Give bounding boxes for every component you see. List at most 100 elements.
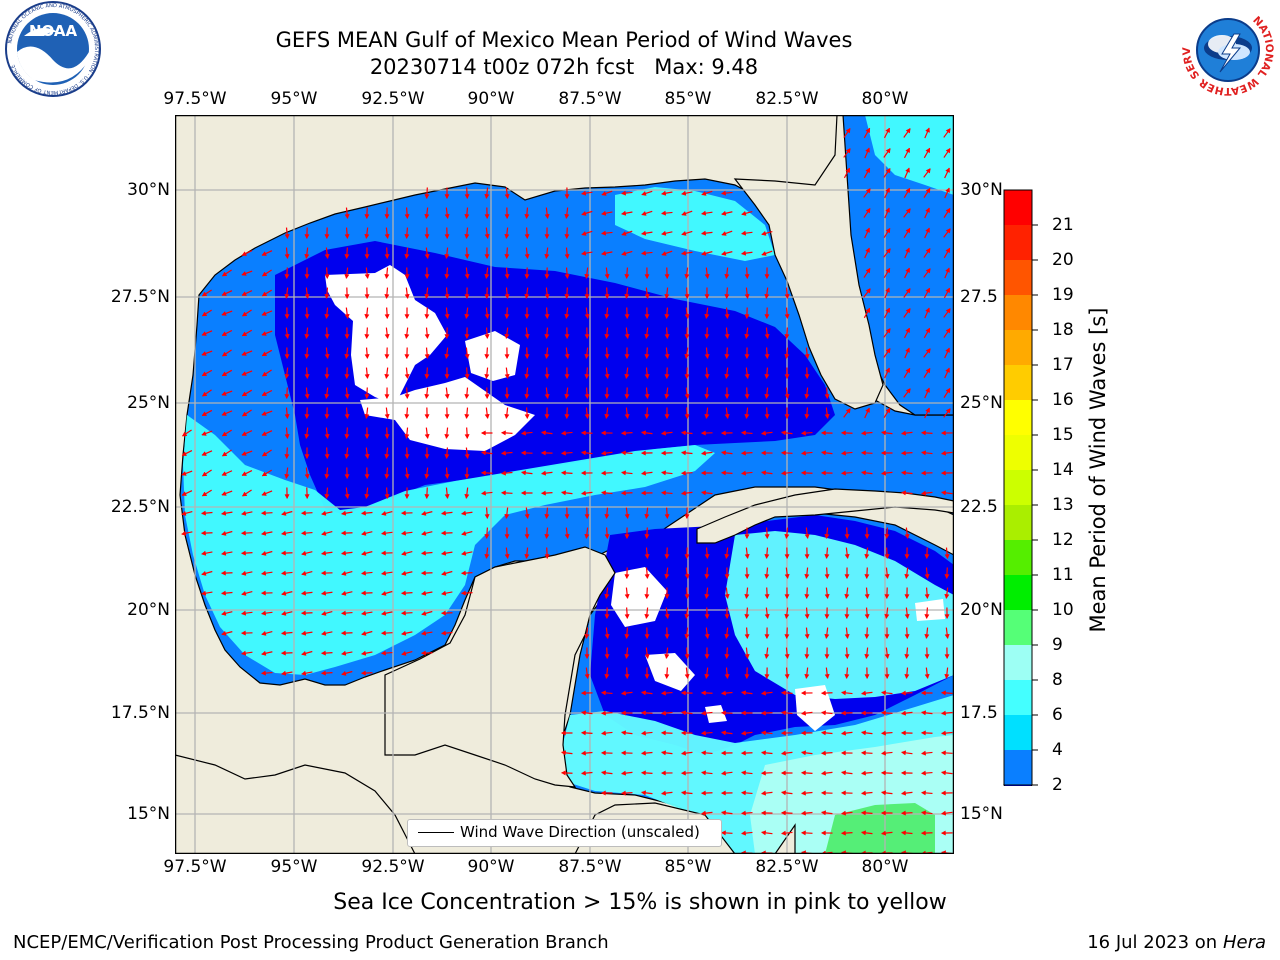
wave-direction-arrow	[923, 248, 931, 258]
colorbar-segment	[1004, 260, 1032, 295]
wave-direction-arrow	[724, 567, 730, 580]
wave-direction-arrow	[824, 567, 830, 580]
wave-direction-arrow	[604, 607, 610, 620]
wave-direction-arrow	[764, 627, 770, 640]
wave-direction-arrow	[761, 730, 773, 736]
wave-direction-arrow	[761, 750, 773, 756]
wave-direction-arrow	[804, 567, 810, 579]
wave-direction-arrow	[863, 207, 871, 218]
wave-direction-arrow	[504, 407, 510, 419]
wave-direction-arrow	[624, 347, 630, 360]
wave-direction-arrow	[284, 327, 290, 339]
wave-direction-arrow	[741, 230, 753, 236]
wave-direction-arrow	[201, 489, 212, 497]
wave-direction-arrow	[221, 530, 233, 536]
wave-direction-arrow	[621, 690, 633, 696]
wave-direction-arrow	[360, 590, 373, 596]
wave-direction-arrow	[261, 650, 273, 656]
wave-direction-arrow	[943, 207, 951, 218]
wave-direction-arrow	[444, 387, 450, 399]
noaa-logo: NOAA NATIONAL OCEANIC AND ATMOSPHERIC AD…	[5, 1, 101, 97]
wave-direction-arrow	[941, 730, 953, 736]
wave-direction-arrow	[740, 810, 753, 816]
wave-direction-arrow	[624, 647, 630, 659]
wave-direction-arrow	[424, 187, 430, 200]
wave-direction-arrow	[943, 408, 951, 418]
wave-direction-arrow	[624, 507, 630, 519]
wave-direction-arrow	[320, 650, 333, 656]
wave-direction-arrow	[564, 407, 570, 420]
legend-label: Wind Wave Direction (unscaled)	[460, 823, 700, 841]
wave-direction-arrow	[581, 230, 593, 236]
wave-direction-arrow	[544, 347, 550, 359]
wave-direction-arrow	[884, 667, 890, 680]
wave-direction-arrow	[504, 527, 510, 540]
wave-direction-arrow	[864, 527, 870, 540]
wave-direction-arrow	[824, 547, 830, 559]
wave-direction-arrow	[444, 367, 450, 380]
wave-direction-arrow	[701, 490, 713, 496]
wave-direction-arrow	[484, 247, 490, 260]
wave-direction-arrow	[384, 347, 390, 360]
wave-direction-arrow	[504, 247, 510, 260]
wave-direction-arrow	[300, 610, 313, 616]
wave-direction-arrow	[561, 430, 573, 436]
map-frame	[175, 115, 954, 854]
wave-direction-arrow	[664, 667, 670, 680]
footer-date-text: 16 Jul 2023 on	[1087, 932, 1223, 953]
wave-direction-arrow	[604, 307, 610, 319]
lon-tick-bottom: 95°W	[270, 857, 318, 877]
wave-direction-arrow	[844, 527, 850, 540]
wave-direction-arrow	[804, 547, 810, 560]
wave-direction-arrow	[564, 287, 570, 300]
wave-direction-arrow	[281, 570, 293, 576]
wave-direction-arrow	[684, 267, 690, 279]
wave-direction-arrow	[680, 770, 693, 776]
wave-direction-arrow	[464, 447, 470, 459]
wave-direction-arrow	[780, 730, 793, 736]
wave-direction-arrow	[684, 387, 690, 399]
wave-direction-arrow	[640, 770, 653, 776]
wave-direction-arrow	[364, 327, 370, 340]
wave-direction-arrow	[764, 547, 770, 559]
colorbar-tick-label: 16	[1052, 390, 1074, 410]
lon-tick-bottom: 82.5°W	[755, 857, 819, 877]
wave-direction-arrow	[941, 710, 953, 716]
wave-direction-arrow	[884, 187, 890, 199]
wave-direction-arrow	[664, 267, 670, 280]
wave-direction-arrow	[344, 327, 350, 340]
wave-direction-arrow	[324, 487, 330, 499]
wave-direction-arrow	[444, 227, 450, 240]
wave-direction-arrow	[421, 630, 433, 636]
wave-direction-arrow	[801, 790, 813, 796]
wave-direction-arrow	[684, 287, 690, 300]
wave-direction-arrow	[681, 790, 693, 796]
wave-direction-arrow	[661, 190, 673, 196]
wave-direction-arrow	[301, 590, 313, 596]
wave-direction-arrow	[824, 667, 830, 679]
wave-direction-arrow	[624, 387, 630, 400]
colorbar-segment	[1004, 540, 1032, 575]
wave-direction-arrow	[544, 267, 550, 280]
wave-direction-arrow	[401, 550, 413, 556]
wave-direction-arrow	[903, 288, 911, 298]
wave-direction-arrow	[401, 530, 413, 536]
wave-direction-arrow	[644, 507, 650, 519]
wave-direction-arrow	[501, 470, 513, 476]
lat-tick-left: 25°N	[127, 393, 170, 413]
wave-direction-arrow	[780, 810, 793, 816]
wave-direction-arrow	[700, 730, 713, 736]
wave-direction-arrow	[724, 627, 730, 639]
wave-direction-arrow	[461, 550, 473, 556]
wave-direction-arrow	[600, 750, 613, 756]
wave-direction-arrow	[304, 267, 310, 280]
wave-direction-arrow	[344, 447, 350, 459]
wave-direction-arrow	[241, 590, 253, 596]
wave-direction-arrow	[840, 470, 853, 476]
wave-direction-arrow	[201, 350, 213, 356]
colorbar-tick-label: 15	[1052, 425, 1074, 445]
wave-direction-arrow	[661, 790, 673, 796]
wave-direction-arrow	[641, 690, 653, 696]
wave-direction-arrow	[281, 610, 293, 616]
wave-direction-arrow	[641, 730, 653, 736]
